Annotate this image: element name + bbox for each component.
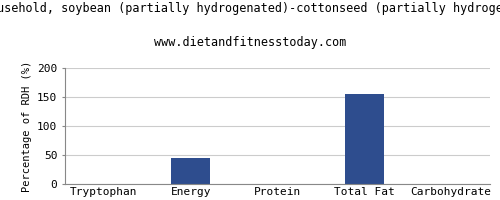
Text: www.dietandfitnesstoday.com: www.dietandfitnesstoday.com [154, 36, 346, 49]
Bar [345, 94, 384, 184]
Text: usehold, soybean (partially hydrogenated)-cottonseed (partially hydroge: usehold, soybean (partially hydrogenated… [0, 2, 500, 15]
Bar [171, 158, 210, 184]
Y-axis label: Percentage of RDH (%): Percentage of RDH (%) [22, 60, 32, 192]
